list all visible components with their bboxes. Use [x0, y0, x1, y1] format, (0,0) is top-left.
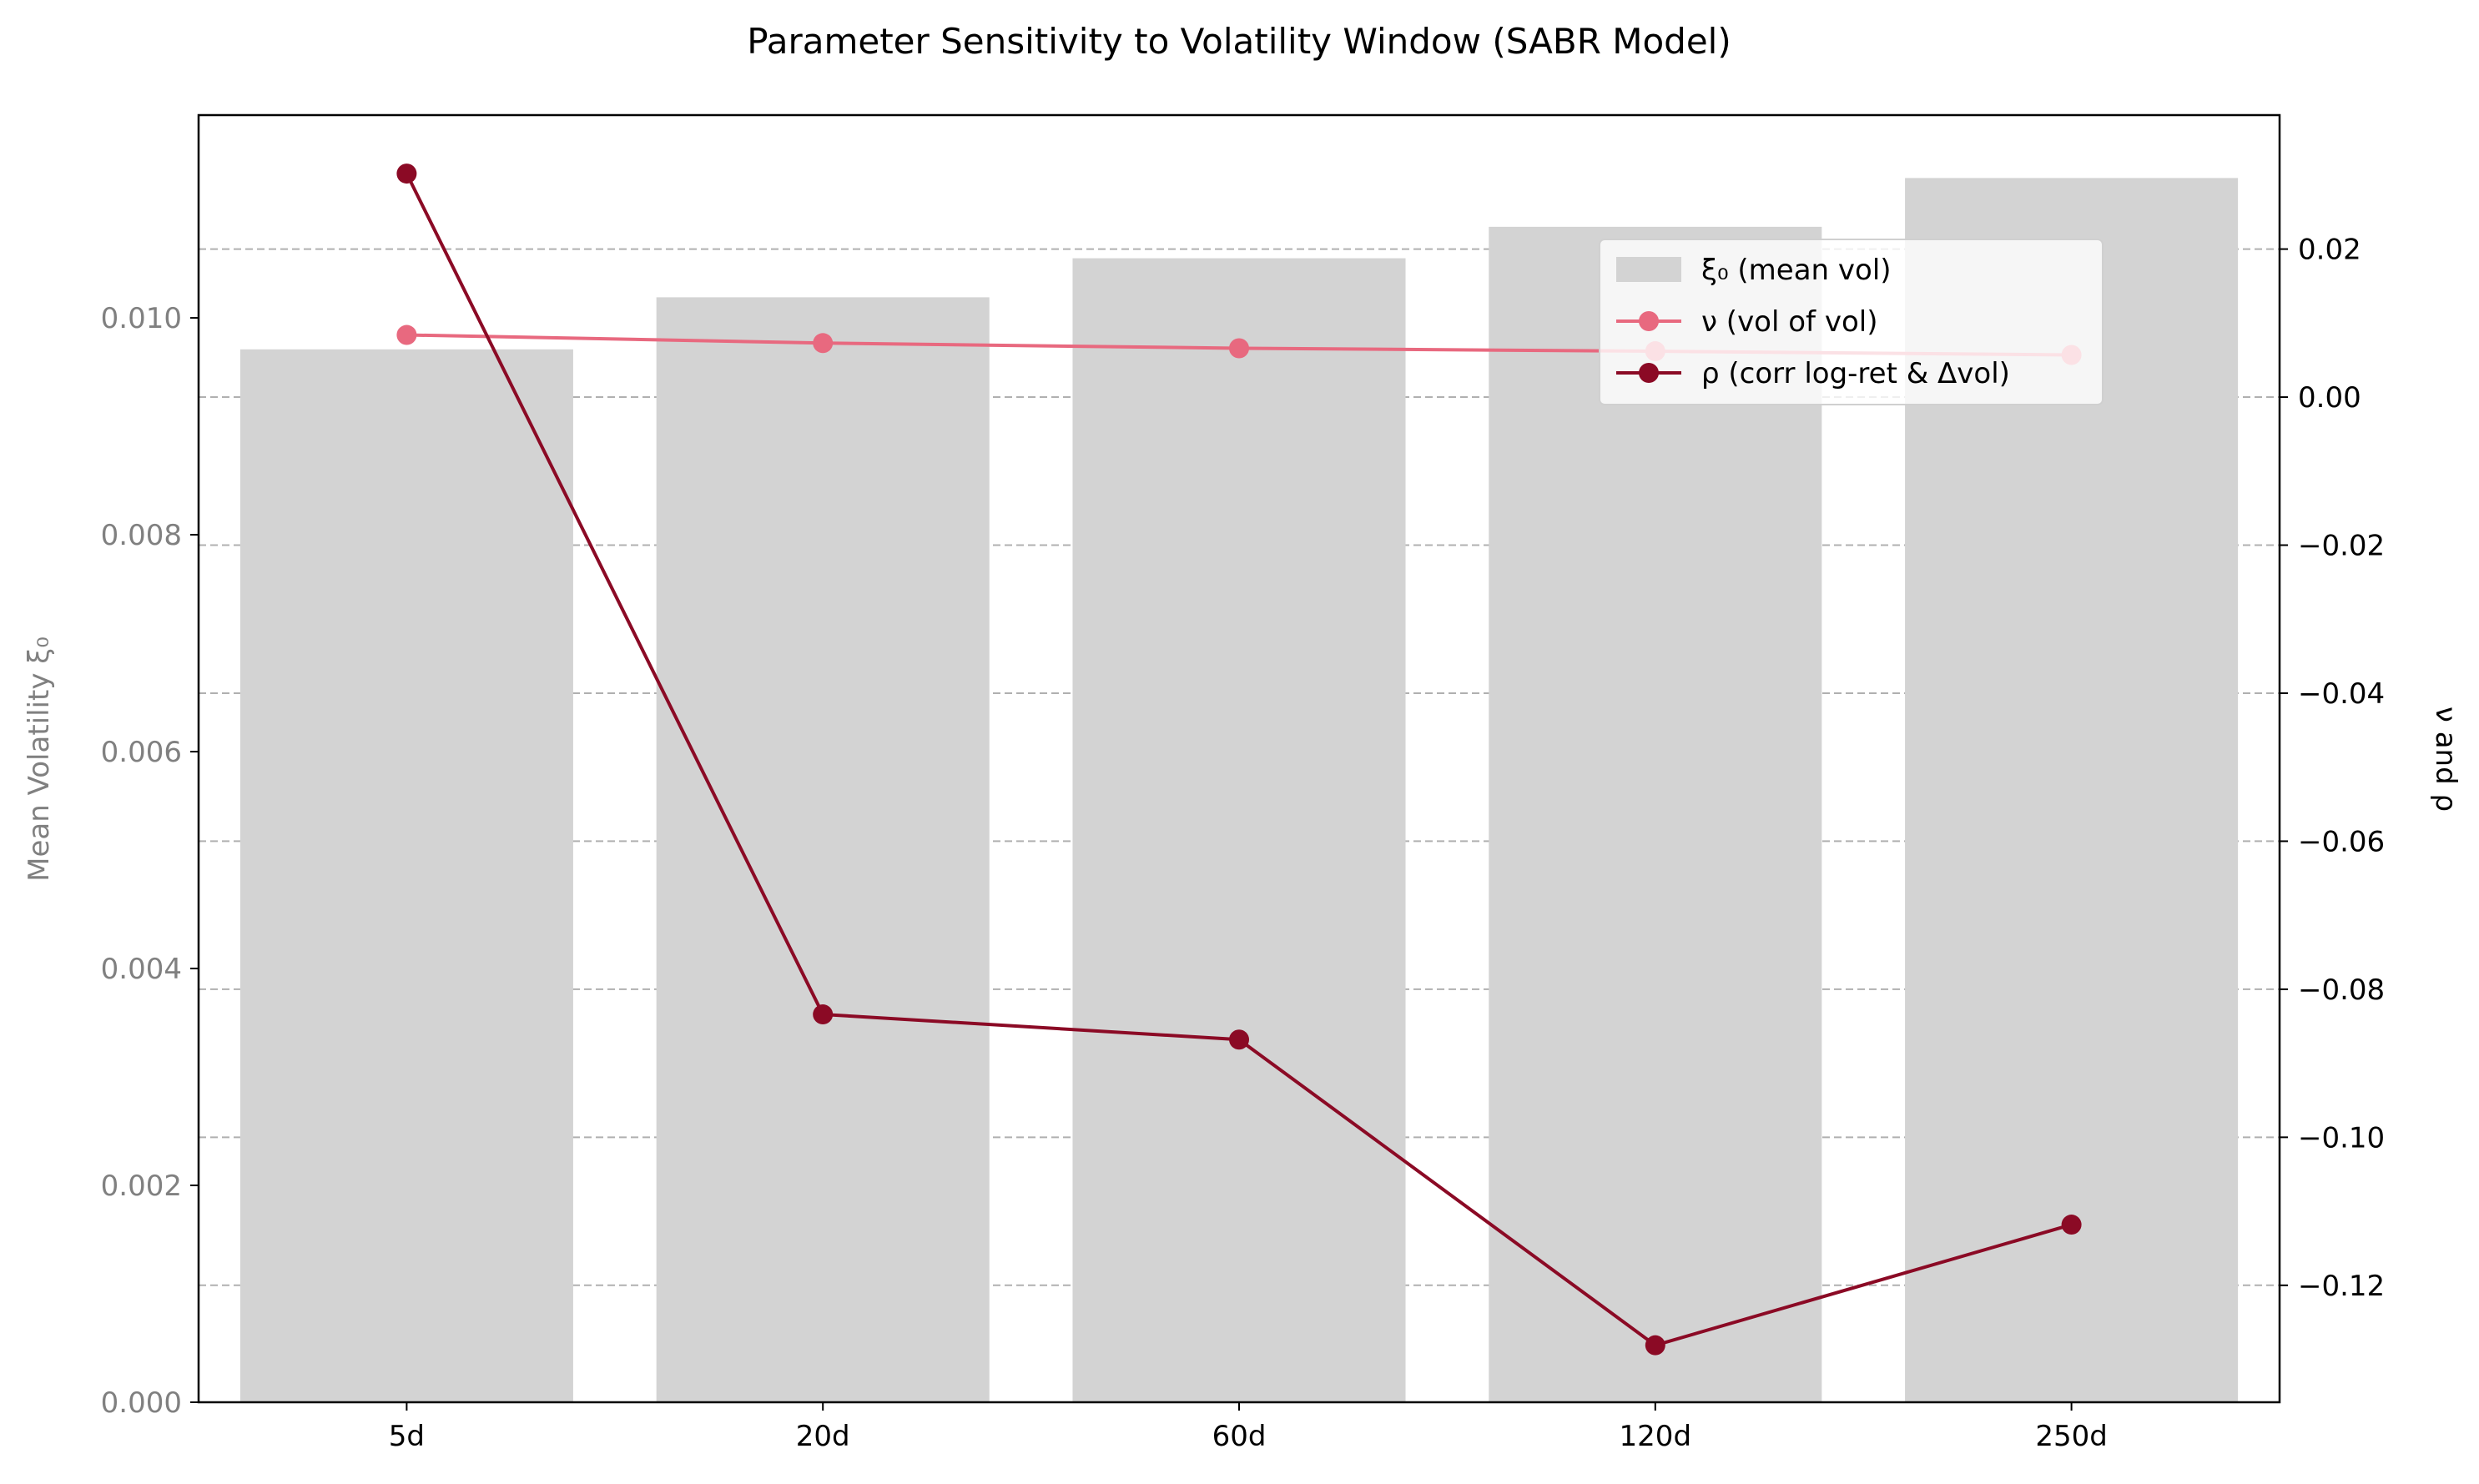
x-tick-label: 250d	[2035, 1420, 2107, 1453]
right-tick-label: −0.02	[2298, 530, 2385, 563]
right-axis-label: ν and ρ	[2429, 707, 2462, 812]
legend-swatch-bar	[1616, 257, 1681, 282]
right-tick-label: −0.04	[2298, 677, 2385, 711]
left-tick-label: 0.006	[101, 736, 182, 769]
bar-20d	[656, 297, 990, 1402]
x-tick-label: 20d	[796, 1420, 850, 1453]
left-axis: 0.000 0.002 0.004 0.006 0.008 0.010	[101, 302, 199, 1420]
x-tick-label: 60d	[1212, 1420, 1267, 1453]
series-1-point-5d	[396, 324, 417, 345]
series-2-point-5d	[396, 163, 417, 184]
series-2-point-120d	[1645, 1335, 1665, 1356]
legend-swatch-marker	[1639, 311, 1659, 331]
legend-label: ξ₀ (mean vol)	[1701, 254, 1892, 287]
right-tick-label: −0.08	[2298, 973, 2385, 1007]
x-axis: 5d 20d 60d 120d 250d	[389, 1402, 2108, 1453]
left-tick-label: 0.002	[101, 1170, 182, 1203]
left-axis-label: Mean Volatility ξ₀	[23, 636, 56, 882]
right-tick-label: −0.10	[2298, 1121, 2385, 1155]
right-tick-label: −0.06	[2298, 825, 2385, 858]
legend-box	[1599, 239, 2104, 405]
bar-60d	[1072, 258, 1406, 1402]
legend-label: ν (vol of vol)	[1701, 305, 1877, 339]
right-tick-label: 0.00	[2298, 381, 2361, 415]
left-tick-label: 0.000	[101, 1386, 182, 1420]
right-tick-label: −0.12	[2298, 1270, 2385, 1303]
bar-120d	[1489, 226, 1822, 1402]
left-tick-label: 0.010	[101, 302, 182, 335]
series-2-point-60d	[1229, 1029, 1249, 1050]
legend-label: ρ (corr log-ret & Δvol)	[1701, 357, 2010, 390]
legend-swatch-marker	[1639, 363, 1659, 383]
bar-5d	[239, 349, 573, 1403]
chart-title: Parameter Sensitivity to Volatility Wind…	[747, 21, 1731, 62]
left-tick-label: 0.004	[101, 953, 182, 986]
legend: ξ₀ (mean vol) ν (vol of vol) ρ (corr log-r…	[1599, 239, 2104, 405]
series-1-point-60d	[1229, 338, 1249, 359]
right-axis: 0.02 0.00 −0.02 −0.04 −0.06 −0.08 −0.10 −0.12	[2280, 234, 2385, 1303]
series-2-point-250d	[2061, 1215, 2082, 1235]
x-tick-label: 5d	[389, 1420, 425, 1453]
series-1-point-20d	[813, 333, 834, 354]
series-2-point-20d	[813, 1004, 834, 1025]
right-tick-label: 0.02	[2298, 234, 2361, 267]
x-tick-label: 120d	[1620, 1420, 1691, 1453]
left-tick-label: 0.008	[101, 519, 182, 552]
